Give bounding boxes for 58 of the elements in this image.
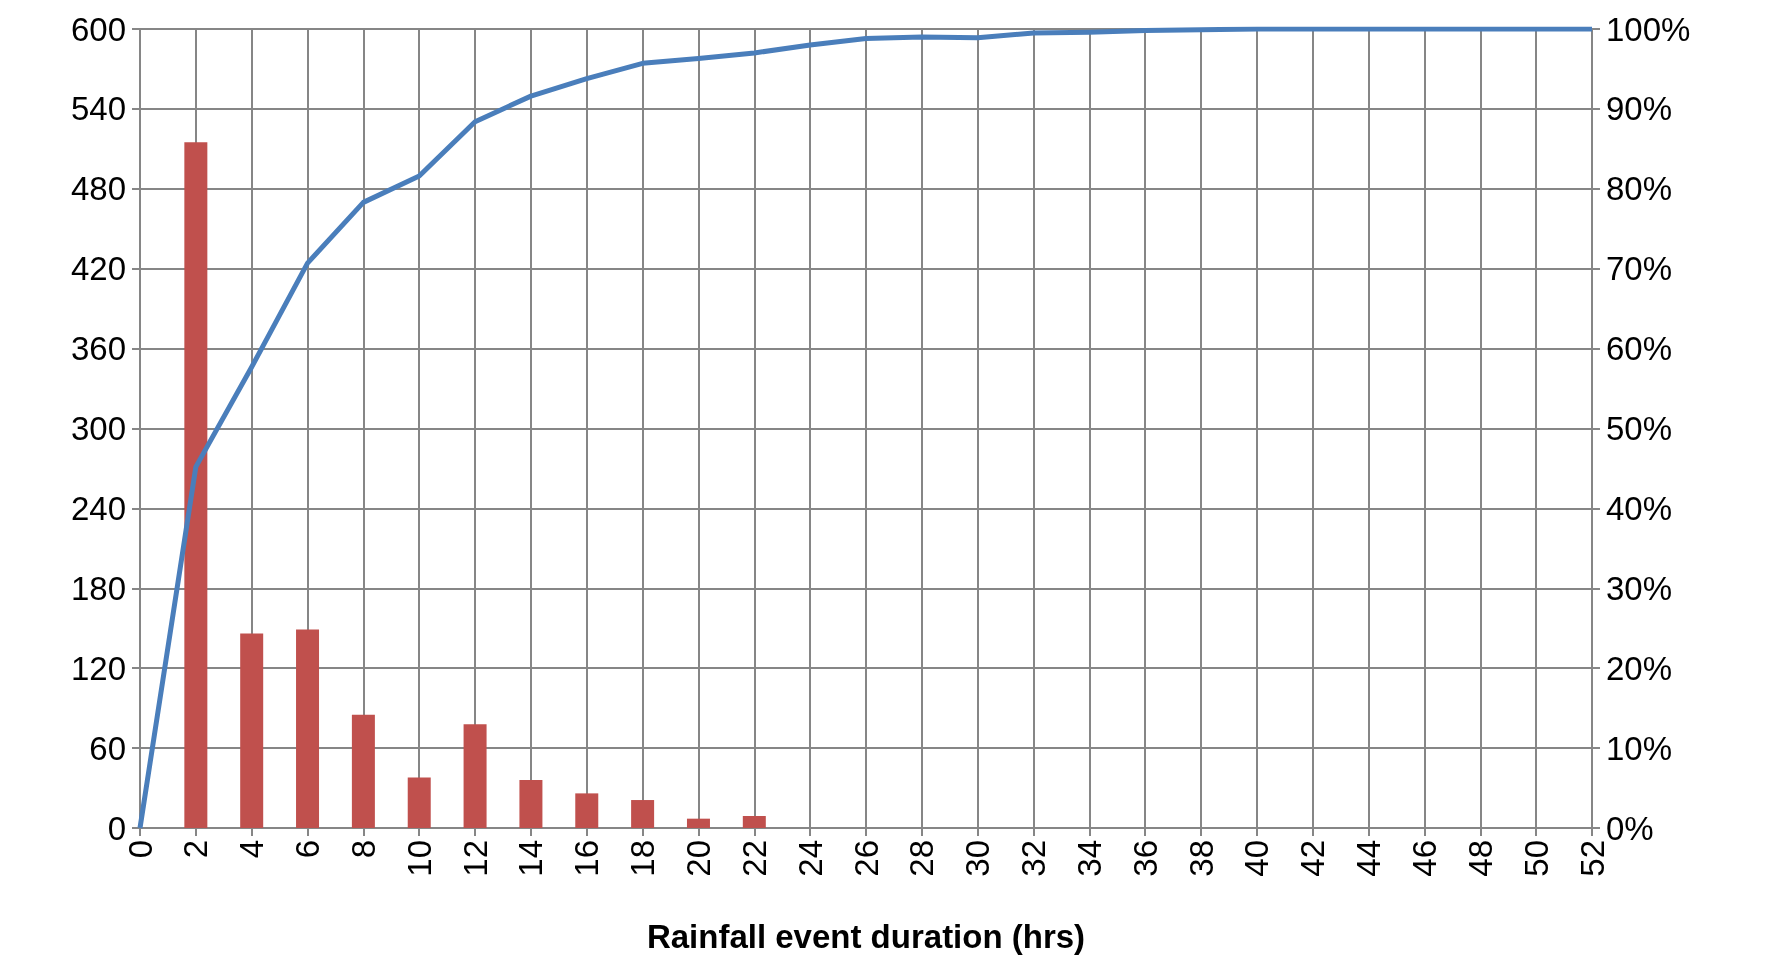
y-tick-label: 420 [70,250,126,288]
x-tick-label: 14 [512,840,550,877]
y2-tick-label: 30% [1606,569,1673,607]
y2-tick-label: 100% [1606,10,1691,48]
x-tick-label: 36 [1126,840,1164,877]
x-tick-label: 6 [289,840,327,859]
x-tick-label: 10 [400,840,438,877]
x-tick-label: 20 [679,840,717,877]
x-tick-label: 2 [177,840,215,859]
x-tick-label: 44 [1350,840,1388,877]
bar [575,793,599,828]
bar [686,818,710,828]
x-tick-label: 0 [121,840,159,859]
bar [407,777,431,828]
y2-tick-label: 40% [1606,489,1673,527]
y-tick-label: 240 [70,489,126,527]
y2-tick-label: 20% [1606,649,1673,687]
x-tick-label: 24 [791,840,829,877]
y2-tick-label: 10% [1606,729,1673,767]
y-tick-label: 300 [70,410,126,447]
x-tick-label: 28 [903,840,941,877]
x-tick-label: 26 [847,840,885,877]
x-tick-label: 40 [1238,840,1276,877]
bar [351,714,375,828]
bar [240,633,264,828]
x-tick-label: 46 [1405,840,1443,877]
x-tick-label: 8 [344,840,382,859]
x-tick-label: 30 [959,840,997,877]
bar [463,724,487,828]
x-axis-title: Rainfall event duration (hrs) [646,918,1086,955]
bar [184,142,208,828]
y-tick-label: 120 [70,649,126,687]
y2-tick-label: 80% [1606,170,1673,208]
y-tick-label: 480 [70,170,126,208]
x-tick-label: 50 [1517,840,1555,877]
bar [631,800,655,828]
bar [742,816,766,828]
y-tick-label: 60 [89,729,126,767]
y2-tick-label: 70% [1606,250,1673,288]
y-tick-label: 180 [70,569,126,607]
x-tick-label: 12 [456,840,494,877]
y-tick-label: 600 [70,10,126,48]
x-tick-label: 22 [735,840,773,877]
x-tick-label: 16 [568,840,606,877]
y-tick-label: 360 [70,330,126,368]
y2-tick-label: 60% [1606,330,1673,368]
y2-tick-label: 90% [1606,90,1673,128]
x-tick-label: 48 [1461,840,1499,877]
y2-tick-label: 50% [1606,410,1673,447]
x-tick-label: 18 [624,840,662,877]
x-tick-label: 32 [1015,840,1053,877]
y-tick-label: 540 [70,90,126,128]
bar [296,629,320,828]
bar [519,780,543,828]
x-tick-label: 34 [1070,840,1108,877]
x-tick-label: 38 [1182,840,1220,877]
x-tick-label: 4 [233,840,271,859]
x-tick-label: 42 [1294,840,1332,877]
